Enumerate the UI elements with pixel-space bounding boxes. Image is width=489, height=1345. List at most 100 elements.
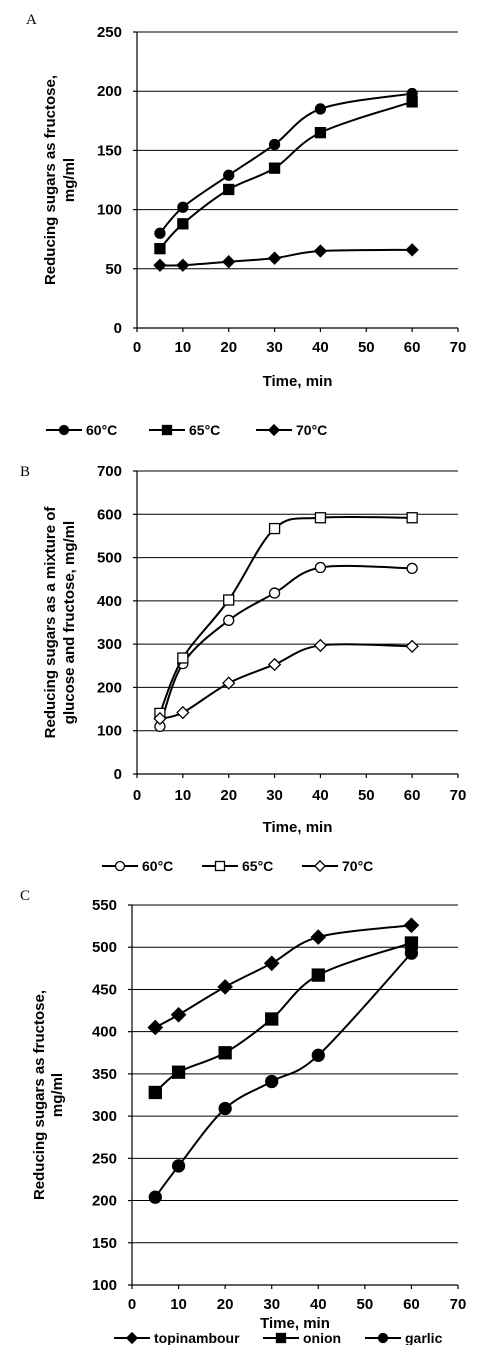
legend-marker — [114, 860, 126, 872]
data-point — [218, 1046, 232, 1060]
data-point — [311, 1048, 325, 1062]
panel-a: A 0 50 100 150 200 250 0 10 20 30 40 50 60 70 Time, min… — [26, 12, 466, 438]
y-tick-label: 100 — [97, 202, 122, 219]
x-axis-title: Time, min — [260, 1315, 330, 1332]
data-point — [268, 162, 281, 174]
data-point — [222, 255, 236, 269]
data-point — [217, 979, 233, 995]
x-tick-label: 10 — [175, 339, 192, 356]
y-tick-label: 100 — [97, 723, 122, 740]
x-tick-label: 30 — [266, 787, 283, 804]
y-tick-label: 700 — [97, 463, 122, 480]
y-axis-title: Reducing sugars as a mixture of — [42, 506, 59, 739]
data-point — [154, 227, 166, 239]
y-tick-label: 0 — [114, 766, 122, 783]
data-point — [218, 1101, 232, 1116]
x-tick-label: 20 — [217, 1296, 234, 1313]
panel-letter: A — [26, 12, 37, 28]
y-tick-label: 450 — [92, 981, 117, 998]
series-line-0 — [158, 564, 413, 727]
y-tick-label: 600 — [97, 506, 122, 523]
data-point — [314, 126, 327, 139]
x-tick-label: 70 — [450, 339, 467, 356]
data-point — [177, 652, 189, 664]
legend-marker — [377, 1332, 389, 1344]
data-point — [268, 522, 281, 535]
y-tick-label: 150 — [97, 142, 122, 159]
y-axis-title: Reducing sugars as fructose, — [42, 75, 59, 285]
data-point — [223, 183, 235, 196]
y-tick-label: 200 — [97, 679, 122, 696]
data-point — [148, 1085, 162, 1100]
x-tick-label: 70 — [450, 1296, 467, 1313]
legend-label: garlic — [405, 1330, 443, 1345]
legend-label: 60°C — [86, 422, 117, 438]
y-tick-label: 200 — [97, 83, 122, 100]
y-tick-label: 200 — [92, 1193, 117, 1210]
x-tick-label: 20 — [220, 787, 237, 804]
panel-letter: B — [20, 464, 30, 480]
data-point — [313, 244, 328, 258]
legend-label: 70°C — [296, 422, 327, 438]
data-point — [406, 96, 418, 108]
panel-letter: C — [20, 888, 30, 904]
y-tick-label: 400 — [92, 1024, 117, 1041]
data-point — [314, 512, 327, 524]
x-tick-label: 50 — [358, 339, 375, 356]
data-point — [403, 917, 420, 934]
legend-marker — [58, 424, 70, 436]
panel-b: B 0 100 200 300 400 500 600 700 0 10 20 30 40 50 60 70 Ti… — [20, 463, 466, 874]
data-point — [405, 639, 419, 653]
data-point — [313, 638, 328, 653]
x-tick-label: 10 — [170, 1296, 187, 1313]
data-point — [268, 138, 281, 151]
data-point — [223, 169, 235, 181]
data-point — [406, 562, 418, 575]
data-point — [176, 705, 190, 720]
y-tick-label: 0 — [114, 320, 122, 337]
x-tick-label: 60 — [403, 1296, 420, 1313]
y-tick-label: 350 — [92, 1066, 117, 1083]
legend-label: 70°C — [342, 858, 373, 874]
y-axis-title: glucose and fructose, mg/ml — [61, 521, 78, 724]
y-tick-label: 550 — [92, 897, 117, 914]
y-tick-label: 500 — [92, 939, 117, 956]
data-point — [171, 1159, 186, 1173]
data-point — [177, 201, 189, 213]
x-tick-label: 70 — [450, 787, 467, 804]
data-point — [311, 968, 325, 982]
x-tick-label: 10 — [175, 787, 192, 804]
x-tick-label: 40 — [312, 339, 329, 356]
series-line-1 — [159, 515, 413, 714]
series-line-1 — [154, 942, 412, 1094]
y-axis-title: mg/ml — [49, 1073, 66, 1117]
data-point — [222, 676, 236, 690]
y-tick-label: 100 — [92, 1277, 117, 1294]
y-axis-title: Reducing sugars as fructose, — [31, 990, 48, 1200]
data-point — [267, 657, 282, 672]
data-point — [171, 1065, 186, 1079]
y-tick-label: 500 — [97, 550, 122, 567]
data-point — [263, 955, 280, 972]
y-tick-label: 250 — [92, 1150, 117, 1167]
legend-label: 65°C — [242, 858, 273, 874]
data-point — [153, 711, 167, 726]
series-line-1 — [159, 100, 413, 250]
x-tick-label: 30 — [263, 1296, 280, 1313]
legend-marker — [267, 423, 281, 437]
data-point — [223, 594, 235, 606]
data-point — [223, 614, 235, 626]
data-point — [147, 1019, 164, 1036]
y-tick-label: 300 — [97, 636, 122, 653]
legend-marker — [275, 1332, 287, 1344]
legend-marker — [125, 1331, 139, 1345]
data-point — [267, 251, 282, 265]
x-tick-label: 0 — [128, 1296, 136, 1313]
data-point — [148, 1190, 162, 1204]
x-tick-label: 30 — [266, 339, 283, 356]
x-tick-label: 0 — [133, 787, 141, 804]
x-axis-title: Time, min — [263, 819, 333, 836]
x-tick-label: 0 — [133, 339, 141, 356]
data-point — [314, 103, 327, 115]
